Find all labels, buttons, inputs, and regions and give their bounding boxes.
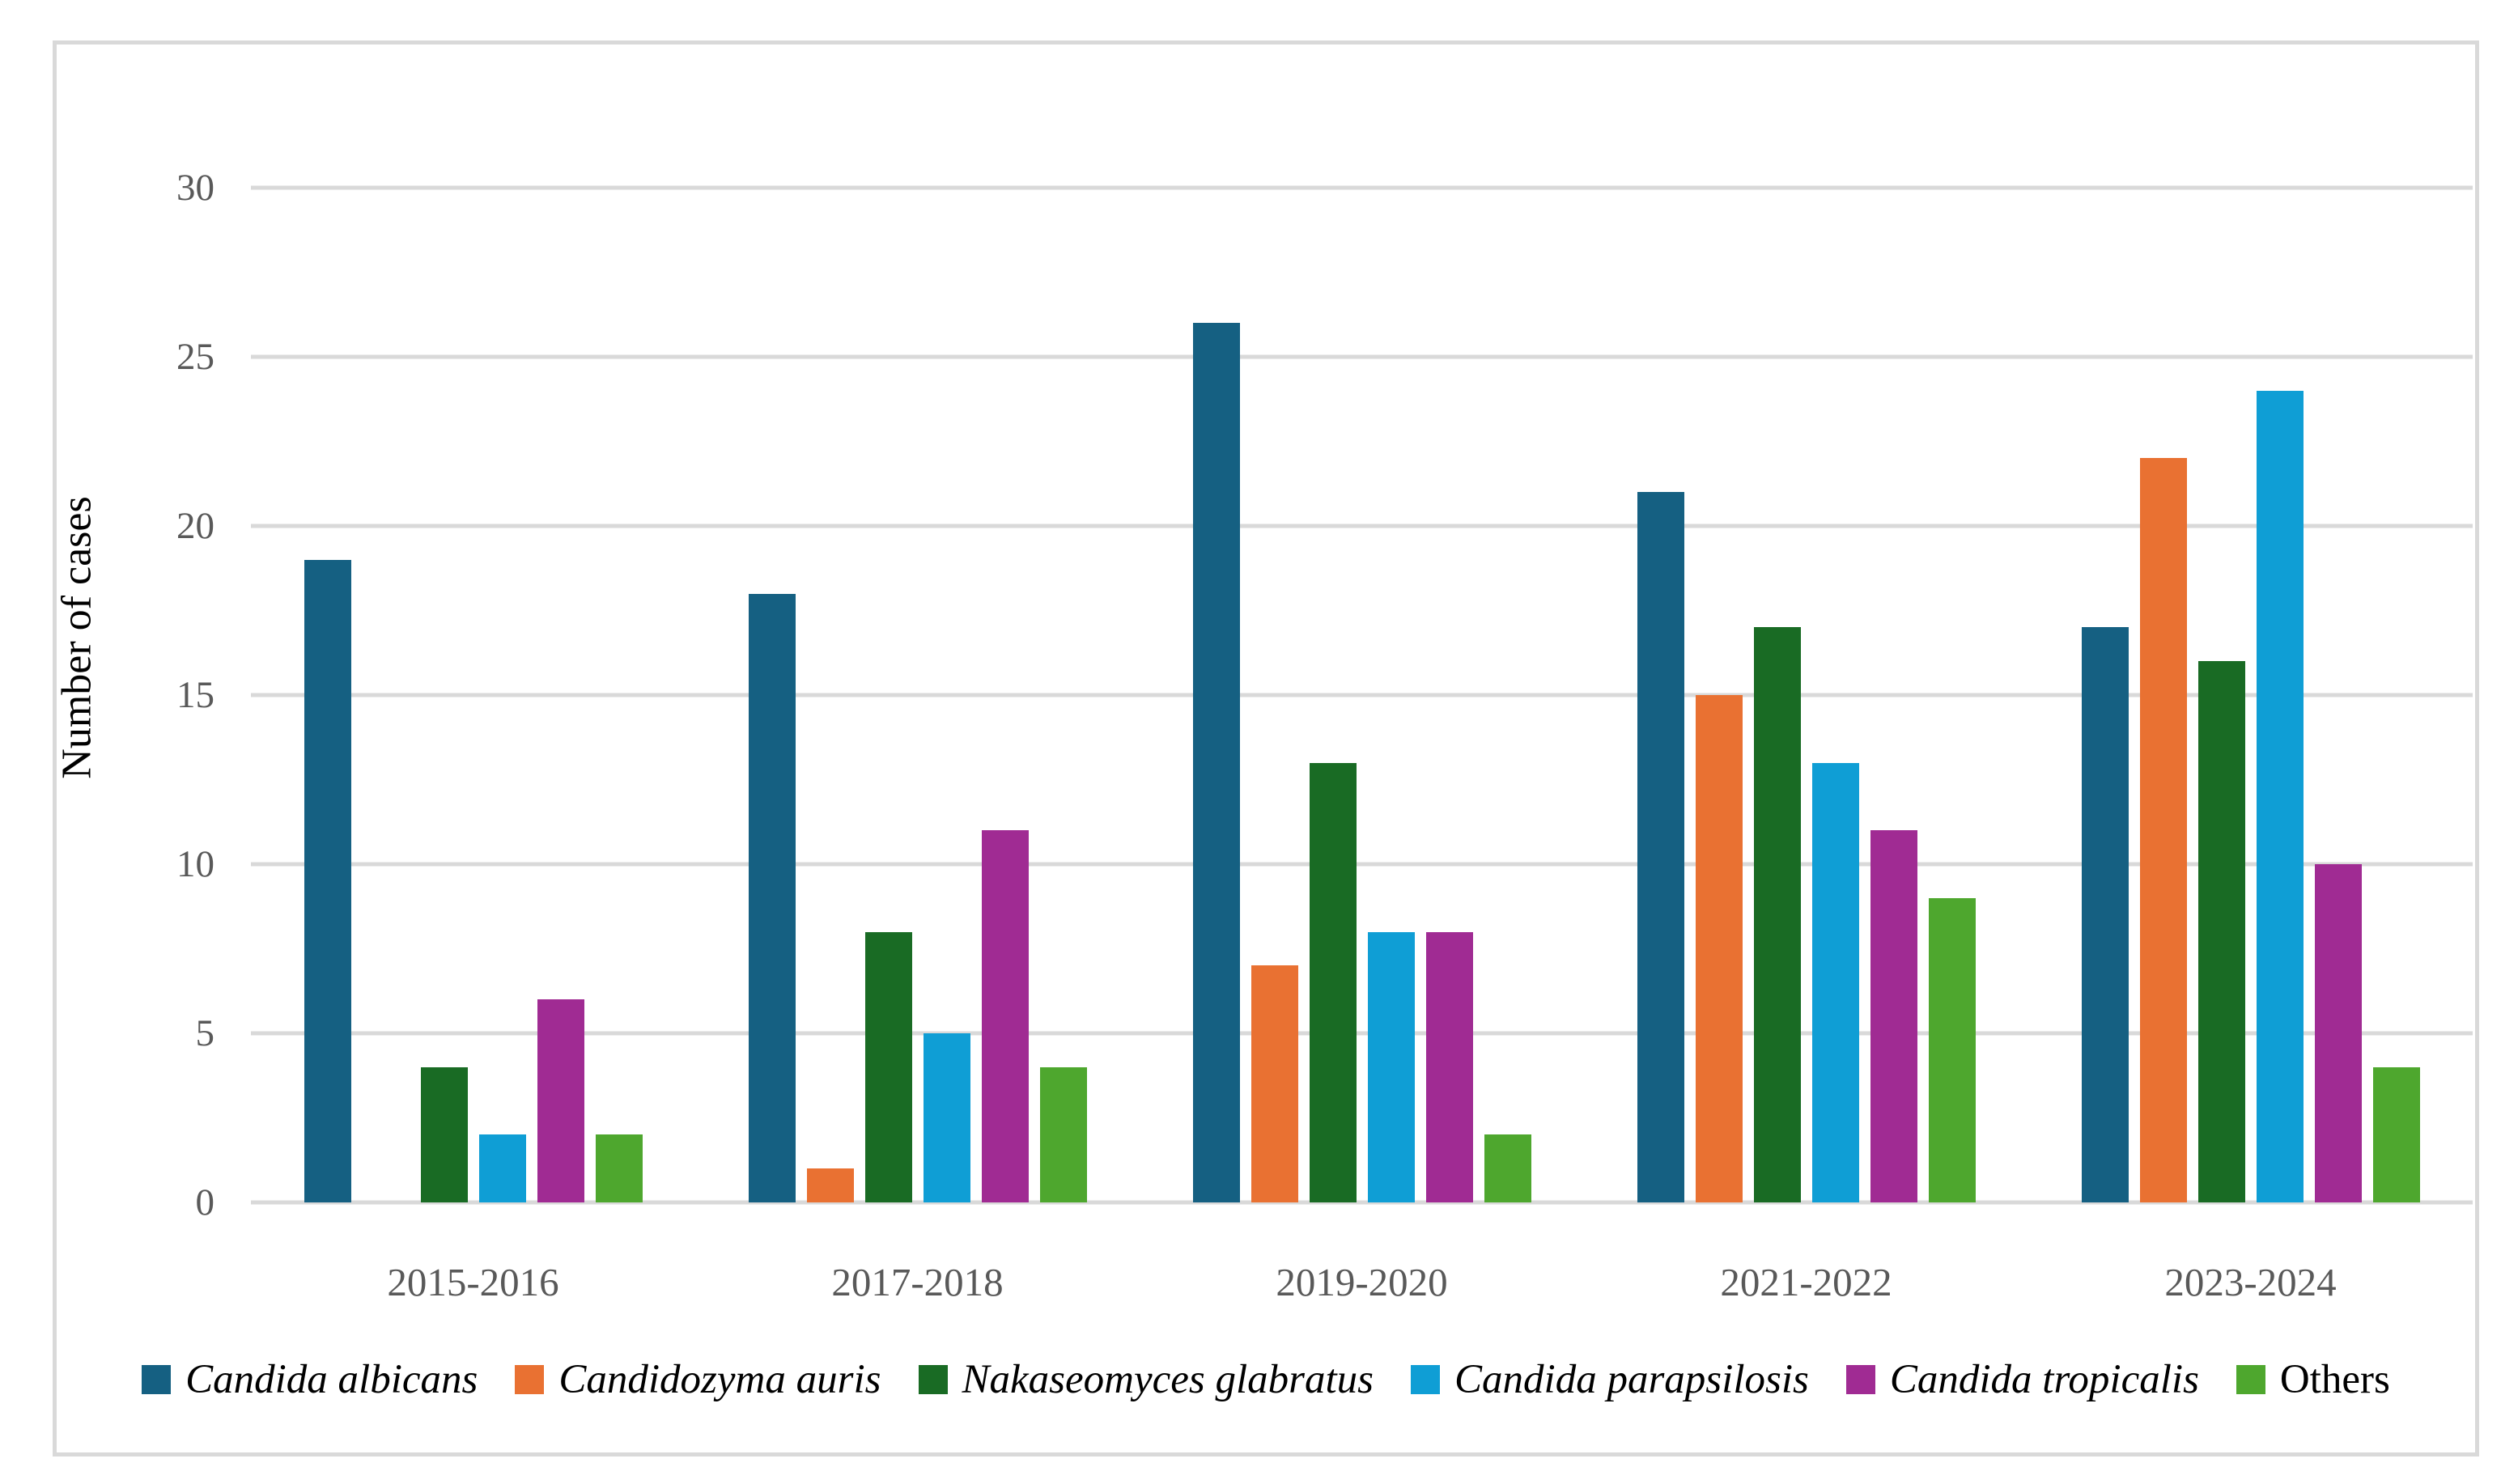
- bar-group: [2028, 188, 2473, 1202]
- legend-item: Nakaseomyces glabratus: [918, 1356, 1374, 1403]
- legend-label: Others: [2279, 1357, 2390, 1402]
- legend-label: Candida parapsilosis: [1454, 1357, 1809, 1402]
- gridline: [251, 185, 2473, 190]
- legend-swatch: [918, 1365, 948, 1394]
- bar: [1811, 762, 1859, 1202]
- bar: [1484, 1134, 1531, 1202]
- legend-swatch: [2236, 1365, 2265, 1394]
- plot-area: [251, 185, 2473, 1205]
- y-tick-label: 20: [176, 505, 214, 547]
- bar-group: [695, 188, 1140, 1202]
- category-label: 2019-2020: [1276, 1260, 1448, 1304]
- bar: [2139, 458, 2187, 1202]
- category-label: 2021-2022: [1720, 1260, 1892, 1304]
- bar: [864, 931, 912, 1202]
- bar: [1309, 762, 1357, 1202]
- bar: [1367, 931, 1415, 1202]
- bar: [304, 559, 351, 1202]
- bar: [2372, 1066, 2420, 1202]
- y-tick-label: 0: [195, 1181, 215, 1223]
- legend-label: Nakaseomyces glabratus: [962, 1357, 1374, 1402]
- category-label: 2015-2016: [387, 1260, 559, 1304]
- bar: [420, 1066, 468, 1202]
- y-tick-label: 5: [195, 1012, 215, 1054]
- bar: [2197, 661, 2245, 1202]
- gridline: [251, 1200, 2473, 1205]
- y-tick-label: 15: [176, 674, 214, 716]
- y-tick-label: 30: [176, 167, 214, 209]
- legend-item: Candidozyma auris: [515, 1356, 881, 1403]
- legend-swatch: [1845, 1365, 1875, 1394]
- bar-group: [1140, 188, 1584, 1202]
- bar: [1753, 627, 1801, 1202]
- bar: [2314, 864, 2362, 1202]
- category-label: 2017-2018: [831, 1260, 1004, 1304]
- legend-item: Candida tropicalis: [1845, 1356, 2199, 1403]
- gridline: [251, 524, 2473, 528]
- bar: [748, 593, 796, 1202]
- bar: [806, 1168, 854, 1202]
- y-tick-label: 10: [176, 843, 214, 885]
- gridline: [251, 354, 2473, 359]
- y-tick-label: 25: [176, 336, 214, 378]
- legend-label: Candidozyma auris: [558, 1357, 881, 1402]
- legend-item: Candida albicans: [142, 1356, 478, 1403]
- legend-swatch: [515, 1365, 545, 1394]
- bar-group: [1584, 188, 2028, 1202]
- legend-label: Candida albicans: [185, 1357, 478, 1402]
- bar: [981, 830, 1029, 1202]
- bar-group: [251, 188, 695, 1202]
- bar: [1928, 897, 1976, 1202]
- bar: [1870, 830, 1917, 1202]
- x-axis-category-labels: 2015-2016 2017-2018 2019-2020 2021-2022 2023…: [251, 1259, 2473, 1305]
- bar: [1039, 1066, 1087, 1202]
- legend-item: Candida parapsilosis: [1411, 1356, 1809, 1403]
- gridline: [251, 1031, 2473, 1036]
- bars-layer: [251, 188, 2473, 1202]
- gridline: [251, 862, 2473, 867]
- legend-item: Others: [2236, 1356, 2390, 1403]
- category-label: 2023-2024: [2164, 1260, 2337, 1304]
- bar: [1425, 931, 1473, 1202]
- legend-swatch: [1411, 1365, 1441, 1394]
- bar: [1637, 492, 1684, 1202]
- bar: [1695, 695, 1743, 1202]
- bar: [537, 999, 584, 1202]
- legend: Candida albicans Candidozyma auris Nakaseo…: [53, 1356, 2479, 1403]
- bar: [1250, 965, 1298, 1202]
- gridline: [251, 693, 2473, 697]
- bar: [2081, 627, 2129, 1202]
- bar: [1192, 323, 1240, 1202]
- legend-label: Candida tropicalis: [1889, 1357, 2199, 1402]
- bar: [478, 1134, 526, 1202]
- bar: [2256, 390, 2304, 1202]
- bar: [595, 1134, 643, 1202]
- chart-frame: [53, 40, 2479, 1456]
- legend-swatch: [142, 1365, 172, 1394]
- bar: [923, 1033, 970, 1202]
